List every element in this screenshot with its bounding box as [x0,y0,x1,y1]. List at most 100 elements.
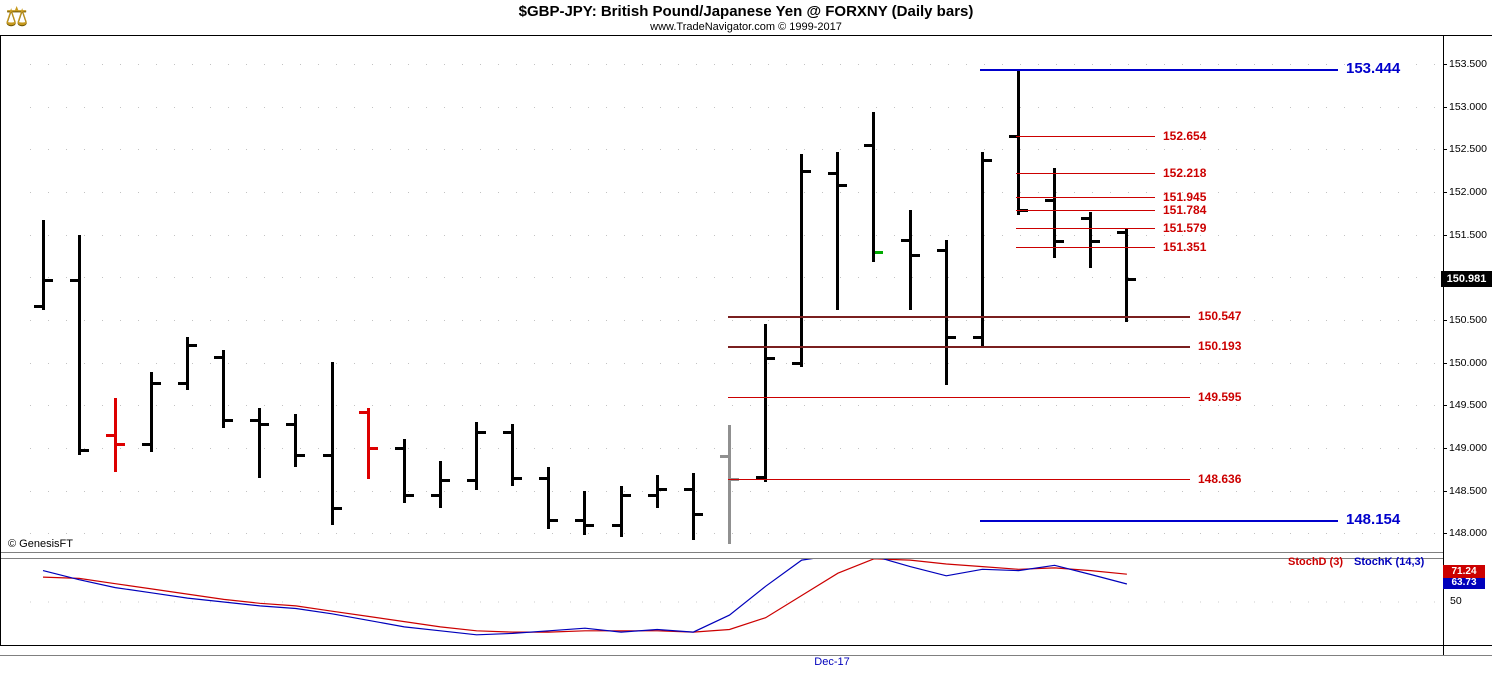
last-price-badge: 150.981 [1441,270,1492,287]
price-level-label: 152.218 [1163,166,1207,181]
chart-title: $GBP-JPY: British Pound/Japanese Yen @ F… [518,3,974,20]
close-tick [1056,239,1065,243]
ohlc-bar [647,475,667,508]
close-tick [875,250,884,254]
axis-tick [1443,149,1447,151]
gridline [30,191,1443,193]
gridline [30,277,1443,279]
close-tick [369,446,378,450]
price-level-line [980,68,1338,71]
ohlc-bar [503,423,523,487]
price-axis-label: 151.500 [1449,228,1487,241]
price-level-label: 150.193 [1198,339,1242,354]
price-level-line [728,478,1190,480]
stochastic-panel[interactable] [0,559,1443,645]
price-level-label: 148.154 [1346,511,1401,528]
ohlc-bar [286,413,306,467]
price-level-line [1016,173,1155,175]
open-tick [1117,231,1126,235]
genesisft-watermark: © GenesisFT [8,538,73,550]
price-level-line [1016,210,1155,212]
close-tick [225,418,234,422]
close-tick [839,184,848,188]
ohlc-bar [756,324,776,482]
close-tick [803,169,812,173]
ohlc-bar [141,371,161,453]
gridline [30,319,1443,321]
open-tick [105,434,114,438]
open-tick [250,418,259,422]
close-tick [694,513,703,517]
axis-tick [1443,234,1447,236]
open-tick [286,422,295,426]
ohlc-bar [539,466,559,529]
price-level-line [728,346,1190,349]
close-tick [983,158,992,162]
stoch-bottom-border [0,645,1492,646]
ohlc-bar [972,151,992,348]
open-tick [430,493,439,497]
header-divider [0,35,1492,36]
axis-tick [1443,64,1447,65]
price-axis-label: 149.500 [1449,399,1487,412]
open-tick [178,382,187,385]
open-tick [33,305,42,309]
axis-tick [1443,191,1447,193]
axis-tick [1443,490,1447,492]
open-tick [575,519,584,523]
close-tick [911,254,920,258]
close-tick [550,519,559,523]
open-tick [358,411,367,414]
price-level-line [728,315,1190,318]
price-level-label: 150.547 [1198,308,1242,323]
open-tick [828,172,837,176]
ohlc-bar [358,407,378,480]
open-tick [467,479,476,483]
close-tick [622,493,631,497]
close-tick [478,431,487,435]
close-tick [441,479,450,483]
axis-tick [1443,533,1447,535]
price-axis-label: 150.000 [1449,356,1487,369]
close-tick [333,506,342,510]
stochk-legend-label: StochK (14,3) [1354,556,1425,568]
open-tick [394,446,403,450]
price-level-line [728,397,1190,399]
price-level-line [1016,227,1155,229]
ohlc-bar [611,486,631,538]
ohlc-bar [467,422,487,491]
gridline [30,533,1443,535]
price-level-line [1016,136,1155,138]
tradenavigator-logo-icon: ⚖ [5,1,29,31]
axis-tick [1443,319,1447,321]
close-tick [297,453,306,457]
gridline [30,490,1443,492]
close-tick [189,343,198,347]
price-chart-plot-area[interactable]: 153.444 152.654 152.218 151.945 151.784 151.5… [0,35,1443,552]
price-axis-label: 148.000 [1449,527,1487,540]
ohlc-bar [719,424,739,545]
open-tick [864,144,873,148]
price-level-line [1016,247,1155,249]
open-tick [683,487,692,491]
ohlc-bar [214,349,234,429]
ohlc-bar [683,473,703,540]
ohlc-bar [1117,227,1137,323]
ohlc-bar [936,239,956,385]
close-tick [947,335,956,339]
close-tick [116,442,125,446]
ohlc-bar [1009,69,1028,215]
open-tick [792,361,801,365]
close-tick [514,476,523,480]
open-tick [1081,216,1090,220]
open-tick [503,431,512,435]
time-axis-date-label: Dec-17 [814,656,850,668]
price-axis-label: 150.500 [1449,313,1487,326]
close-tick [586,523,595,527]
time-axis-line [0,655,1492,656]
price-axis-label: 153.000 [1449,100,1487,113]
gridline [30,106,1443,108]
close-tick [261,422,270,426]
close-tick [767,357,776,361]
